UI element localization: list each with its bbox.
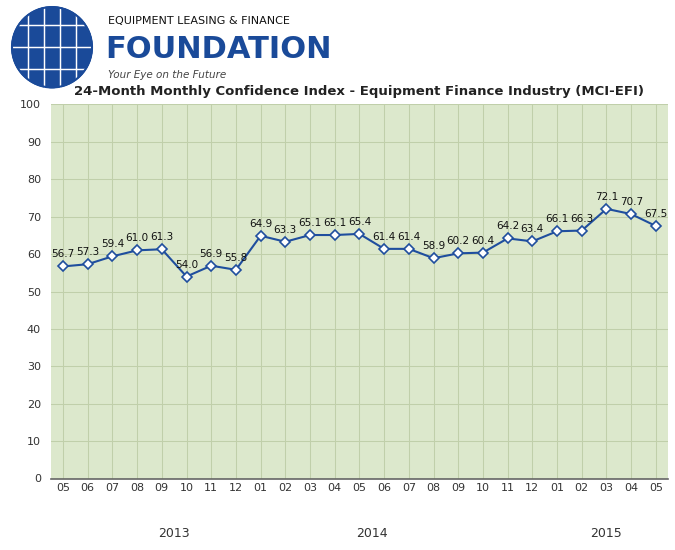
Text: 59.4: 59.4 [101,239,124,249]
Text: 60.2: 60.2 [447,236,470,246]
Text: 61.4: 61.4 [373,232,396,242]
Text: EQUIPMENT LEASING & FINANCE: EQUIPMENT LEASING & FINANCE [108,16,290,26]
Text: 60.4: 60.4 [471,235,495,246]
Circle shape [12,7,92,87]
Text: FOUNDATION: FOUNDATION [105,35,331,64]
Text: 64.2: 64.2 [496,222,519,232]
Text: 64.9: 64.9 [249,219,272,229]
Circle shape [12,7,92,87]
Text: 57.3: 57.3 [76,248,99,257]
Text: 58.9: 58.9 [422,241,446,251]
Text: 65.4: 65.4 [348,217,371,227]
Text: Your Eye on the Future: Your Eye on the Future [108,70,226,80]
Title: 24-Month Monthly Confidence Index - Equipment Finance Industry (MCI-EFI): 24-Month Monthly Confidence Index - Equi… [74,85,645,98]
Text: 66.1: 66.1 [545,214,569,224]
Text: 63.3: 63.3 [273,225,297,235]
Text: 61.0: 61.0 [126,233,148,244]
Text: 56.7: 56.7 [51,250,75,260]
Text: 2013: 2013 [159,527,190,540]
Text: 65.1: 65.1 [298,218,322,228]
Text: 54.0: 54.0 [175,260,198,270]
Text: 61.3: 61.3 [150,232,173,243]
Text: 66.3: 66.3 [570,213,593,224]
Text: 70.7: 70.7 [620,197,643,207]
Text: 63.4: 63.4 [520,224,544,234]
Text: 72.1: 72.1 [595,192,618,202]
Text: 67.5: 67.5 [644,209,668,219]
Text: 65.1: 65.1 [323,218,346,228]
Text: 2014: 2014 [356,527,387,540]
Text: 2015: 2015 [591,527,622,540]
Text: 55.8: 55.8 [224,253,248,263]
Text: 56.9: 56.9 [200,249,223,258]
Text: 61.4: 61.4 [397,232,421,242]
